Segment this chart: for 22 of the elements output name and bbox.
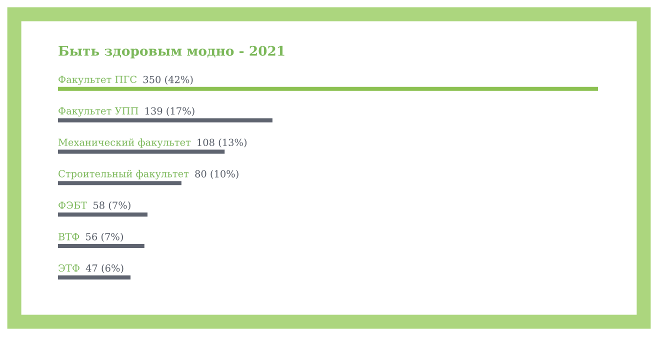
y-tick-label: Механический факультет bbox=[58, 138, 191, 148]
bar bbox=[58, 150, 225, 154]
y-tick-label: ФЭБТ bbox=[58, 202, 88, 209]
bar bbox=[58, 86, 598, 91]
y-tick-label: Факультет УПП bbox=[58, 107, 138, 117]
data-label: 56 (7%) bbox=[86, 232, 123, 242]
data-label: 80 (10%) bbox=[195, 170, 238, 179]
y-tick-label: Факультет ПГС bbox=[58, 76, 137, 86]
chart-title: Быть здоровым модно - 2021 bbox=[58, 46, 284, 58]
bar bbox=[58, 118, 272, 122]
data-label: 350 (42%) bbox=[143, 76, 193, 85]
y-tick-label: Строительный факультет bbox=[58, 170, 189, 180]
bar bbox=[58, 244, 144, 248]
bar bbox=[58, 181, 182, 186]
y-tick-label: ЭТФ bbox=[58, 264, 80, 272]
bar bbox=[58, 212, 148, 217]
bar bbox=[58, 275, 131, 280]
data-label: 58 (7%) bbox=[94, 201, 130, 210]
data-label: 47 (6%) bbox=[86, 264, 124, 274]
y-tick-label: ВТФ bbox=[58, 233, 80, 240]
data-label: 108 (13%) bbox=[198, 138, 247, 148]
data-label: 139 (17%) bbox=[145, 107, 194, 116]
